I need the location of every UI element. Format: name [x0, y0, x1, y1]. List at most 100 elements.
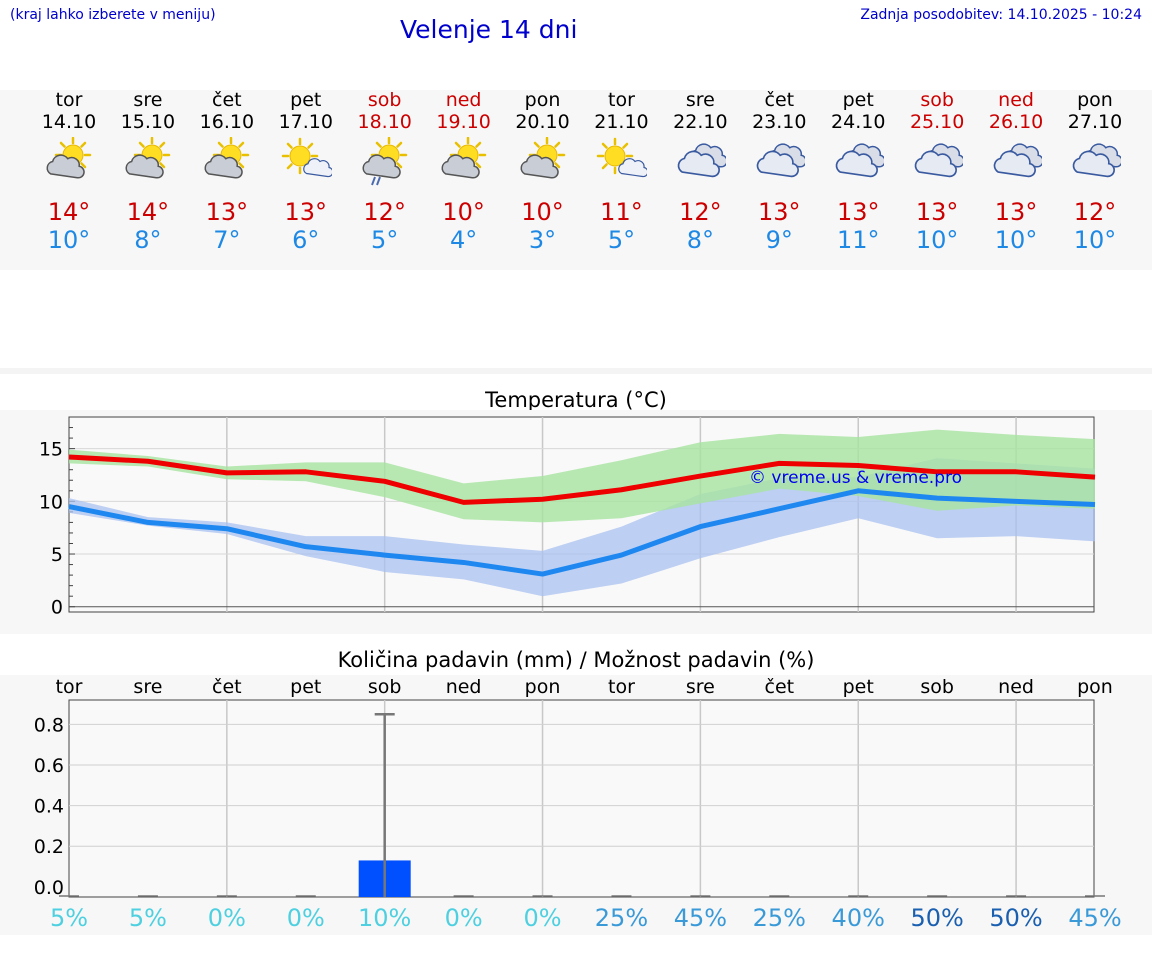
cloudy-icon: [911, 137, 965, 187]
day-date: 25.10: [909, 111, 965, 133]
precipitation-error-bar: [374, 712, 395, 897]
day-name: sob: [920, 89, 954, 111]
max-temperature: 13°: [915, 198, 959, 226]
divider: [0, 368, 1152, 374]
max-temperature: 13°: [284, 198, 328, 226]
precipitation-probability: 0%: [523, 904, 562, 932]
day-date: 18.10: [357, 111, 412, 133]
page-title: Velenje 14 dni: [400, 15, 578, 44]
day-name: pon: [524, 89, 561, 111]
precipitation-chart-title: Količina padavin (mm) / Možnost padavin …: [337, 648, 815, 672]
precipitation-probability: 0%: [286, 904, 325, 932]
sun-cloud-icon: [517, 136, 569, 187]
precipitation-probability: 45%: [673, 904, 728, 932]
sun-cloud-icon: [438, 136, 490, 187]
max-temperature: 13°: [758, 198, 801, 226]
min-temperature: 5°: [371, 226, 399, 254]
max-temperature: 12°: [1073, 198, 1117, 226]
y-tick-label: 0.0: [34, 877, 64, 899]
x-tick-label: pon: [525, 676, 561, 698]
max-temperature: 14°: [47, 198, 91, 226]
day-name: sre: [685, 89, 715, 111]
x-tick-label: ned: [446, 676, 482, 698]
cloudy-icon: [753, 137, 808, 187]
precipitation-probability: 25%: [594, 904, 649, 932]
day-name: čet: [764, 89, 795, 111]
precipitation-probability: 5%: [128, 904, 167, 932]
day-name: ned: [445, 89, 482, 111]
location-menu-hint[interactable]: (kraj lahko izberete v meniju): [10, 7, 216, 23]
max-temperature: 13°: [836, 198, 880, 226]
min-temperature: 3°: [528, 226, 557, 254]
precipitation-probability: 45%: [1068, 904, 1122, 932]
plot-area: [68, 699, 1095, 898]
min-temperature: 9°: [765, 226, 793, 254]
precipitation-probability: 40%: [831, 904, 885, 932]
x-tick-label: tor: [608, 676, 635, 698]
max-temperature: 12°: [363, 198, 406, 226]
y-tick-label: 0.2: [34, 836, 64, 858]
max-temperature: 11°: [600, 198, 643, 226]
day-date: 19.10: [436, 111, 491, 133]
max-temperature-range-band: [69, 429, 1095, 523]
max-temperature-line: [68, 454, 1096, 505]
min-temperature: 10°: [994, 226, 1038, 254]
max-temperature: 12°: [679, 198, 722, 226]
day-name: pon: [1077, 89, 1113, 111]
precipitation-probability: 5%: [49, 904, 89, 932]
precipitation-probability: 50%: [989, 904, 1043, 932]
day-date: 22.10: [673, 111, 728, 133]
min-temperature: 10°: [1073, 226, 1117, 254]
max-temperature: 14°: [126, 198, 170, 226]
min-temperature: 10°: [47, 226, 91, 254]
day-name: tor: [55, 89, 83, 111]
x-tick-label: sre: [133, 676, 162, 698]
sun-small-cloud-icon: [595, 137, 649, 187]
temperature-chart: 0 5 10 15 © vreme.us & vreme.pro: [39, 416, 1096, 619]
min-temperature: 6°: [292, 226, 320, 254]
min-temperature-line: [68, 488, 1096, 577]
min-temperature: 10°: [915, 226, 959, 254]
precipitation-chart: tor sre čet pet sob ned pon tor sre čet pet sob ned p…: [34, 676, 1113, 899]
day-name: ned: [998, 89, 1034, 111]
precipitation-probability: 0%: [444, 904, 483, 932]
y-tick-label: 10: [39, 491, 63, 513]
min-temperature: 8°: [134, 226, 162, 254]
precipitation-probability: 10%: [358, 904, 412, 932]
y-tick-label: 0: [51, 597, 63, 619]
day-date: 16.10: [199, 111, 255, 133]
day-date: 26.10: [988, 111, 1044, 133]
y-tick-label: 5: [51, 544, 63, 566]
x-tick-label: sob: [920, 676, 954, 698]
x-tick-label: čet: [212, 676, 242, 698]
cloudy-icon: [990, 137, 1044, 187]
min-temperature: 7°: [213, 226, 241, 254]
day-date: 27.10: [1067, 111, 1123, 133]
day-name: sob: [367, 89, 402, 111]
last-updated: Zadnja posodobitev: 14.10.2025 - 10:24: [860, 7, 1142, 23]
cloudy-icon: [674, 137, 729, 187]
x-tick-label: sob: [368, 676, 402, 698]
forecast-strip: [0, 90, 1152, 270]
cloudy-icon: [832, 137, 886, 187]
sun-cloud-icon: [201, 136, 253, 187]
x-tick-label: pet: [843, 676, 874, 698]
max-temperature: 13°: [994, 198, 1038, 226]
min-temperature: 8°: [686, 226, 715, 254]
day-date: 15.10: [120, 111, 176, 133]
precipitation-probability: 0%: [207, 904, 246, 932]
precipitation-probability: 50%: [910, 904, 964, 932]
x-tick-label: tor: [56, 676, 83, 698]
day-name: pet: [842, 89, 874, 111]
y-tick-label: 0.6: [34, 755, 64, 777]
day-name: sre: [133, 89, 163, 111]
sun-small-cloud-icon: [280, 137, 334, 187]
max-temperature: 10°: [442, 198, 485, 226]
watermark: © vreme.us & vreme.pro: [749, 468, 962, 488]
x-tick-label: sre: [686, 676, 715, 698]
day-name: tor: [608, 89, 635, 111]
day-date: 23.10: [752, 111, 807, 133]
y-tick-label: 15: [39, 439, 63, 461]
day-name: čet: [212, 89, 242, 111]
x-tick-label: čet: [765, 676, 795, 698]
